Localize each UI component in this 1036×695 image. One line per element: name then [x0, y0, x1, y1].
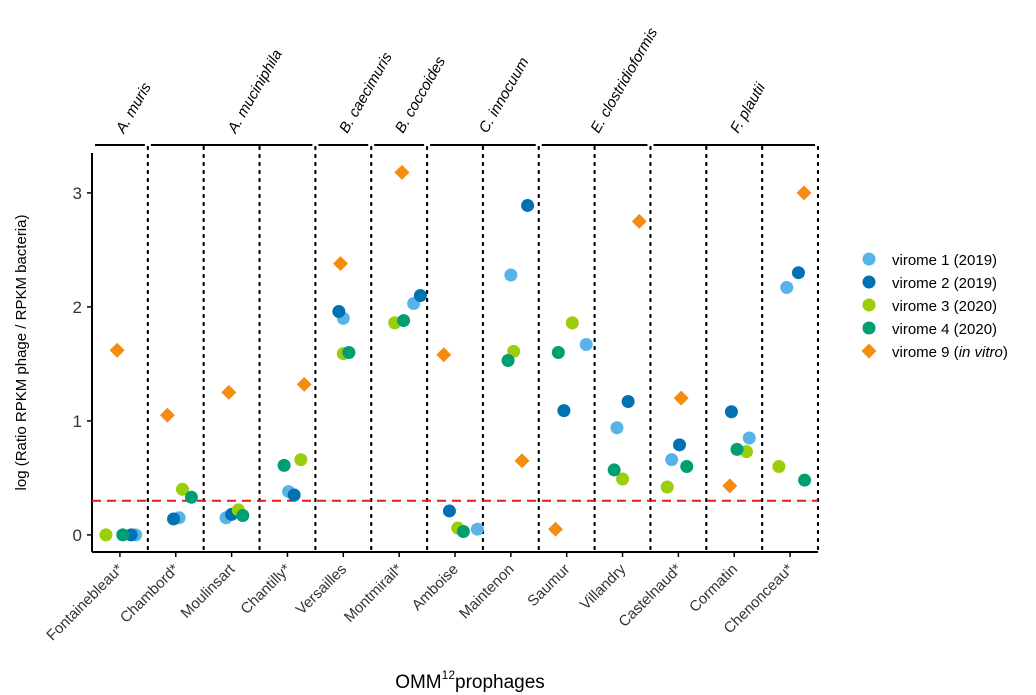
data-point [665, 453, 679, 467]
group-label: B. caecimuris [336, 49, 396, 136]
data-point [551, 346, 565, 359]
data-point [548, 521, 563, 537]
data-point [631, 213, 647, 229]
y-axis-label: log (Ratio RPKM phage / RPKM bacteria) [13, 215, 30, 491]
data-point [116, 528, 130, 542]
data-point [514, 453, 530, 469]
group-label: C. innocuum [476, 55, 533, 136]
legend-label: virome 1 (2019) [892, 252, 997, 269]
group-label: E. clostridioformis [587, 25, 661, 136]
data-point [504, 268, 518, 282]
data-point [456, 524, 470, 538]
data-point [99, 528, 113, 542]
legend-label: virome 2 (2019) [892, 275, 997, 292]
legend-label: virome 9 (in vitro) [892, 344, 1008, 361]
series-4 [116, 314, 812, 542]
data-point [167, 512, 181, 526]
data-point [413, 289, 427, 302]
group-label: A. muris [112, 79, 155, 136]
data-point [610, 421, 624, 435]
data-point [287, 488, 301, 502]
data-point [791, 266, 805, 280]
data-point [332, 304, 346, 318]
data-point [109, 342, 125, 358]
data-point [236, 509, 250, 523]
series-5 [109, 164, 812, 537]
data-point [680, 460, 694, 473]
data-point [394, 164, 410, 180]
group-label: A. muciniphila [224, 47, 286, 137]
data-point [442, 504, 456, 518]
data-point [277, 458, 291, 472]
x-tick-label: Fontainebleau* [43, 561, 126, 644]
y-tick-label: 1 [73, 412, 82, 431]
data-point [521, 198, 535, 212]
data-point [221, 384, 237, 400]
data-point [796, 185, 812, 201]
data-point [397, 314, 411, 328]
data-point [660, 480, 674, 494]
data-point [342, 346, 356, 359]
x-tick-label: Versailles [293, 561, 350, 618]
data-point [722, 478, 738, 494]
legend-marker [862, 321, 876, 335]
x-tick-label: Chambord* [117, 561, 183, 627]
x-tick-label: Saumur [524, 561, 573, 610]
legend-label: virome 4 (2020) [892, 321, 997, 338]
data-point [621, 395, 635, 409]
data-point [294, 453, 308, 467]
data-point [798, 473, 812, 487]
data-point [159, 407, 175, 423]
data-points [99, 164, 812, 542]
legend-marker [862, 298, 876, 312]
data-point [616, 472, 630, 486]
data-point [296, 376, 312, 392]
y-tick-label: 0 [73, 526, 82, 545]
data-point [333, 256, 348, 272]
data-point [780, 281, 794, 295]
legend-label: virome 3 (2020) [892, 298, 997, 315]
data-point [175, 482, 189, 496]
group-label: B. coccoides [392, 53, 449, 136]
data-point [607, 463, 621, 477]
data-point [436, 347, 452, 363]
y-tick-label: 2 [73, 298, 82, 317]
y-tick-label: 3 [73, 184, 82, 203]
series-3 [99, 316, 786, 542]
legend: virome 1 (2019) virome 2 (2019) virome 3 (… [861, 252, 1008, 361]
x-tick-label: Cormatin [686, 561, 741, 616]
x-tick-label: Amboise [409, 561, 462, 614]
data-point [470, 522, 484, 536]
data-point [724, 405, 738, 419]
data-point [184, 490, 198, 504]
category-separators [146, 145, 820, 554]
x-axis-label: OMM12prophages [395, 668, 545, 693]
series-2 [124, 198, 805, 542]
data-point [673, 438, 687, 452]
data-point [501, 353, 515, 367]
legend-marker [861, 343, 877, 359]
group-label: F. plautii [727, 80, 769, 136]
x-tick-label: Maintenon [456, 561, 518, 623]
legend-marker [862, 275, 876, 289]
data-point [557, 404, 571, 418]
axes: 0 1 2 3 Fontainebleau*Chambord*Moulinsart Cha… [43, 153, 818, 644]
x-tick-label: Chantilly* [237, 561, 294, 618]
x-tick-label: Montmirail* [341, 561, 406, 626]
data-point [772, 460, 786, 473]
data-point [579, 338, 593, 352]
data-point [565, 316, 579, 330]
data-point [742, 431, 756, 445]
x-tick-label: Villandry [577, 560, 630, 613]
data-point [730, 442, 744, 456]
x-tick-label: Moulinsart [177, 560, 239, 622]
legend-marker [862, 252, 876, 266]
data-point [673, 390, 689, 406]
